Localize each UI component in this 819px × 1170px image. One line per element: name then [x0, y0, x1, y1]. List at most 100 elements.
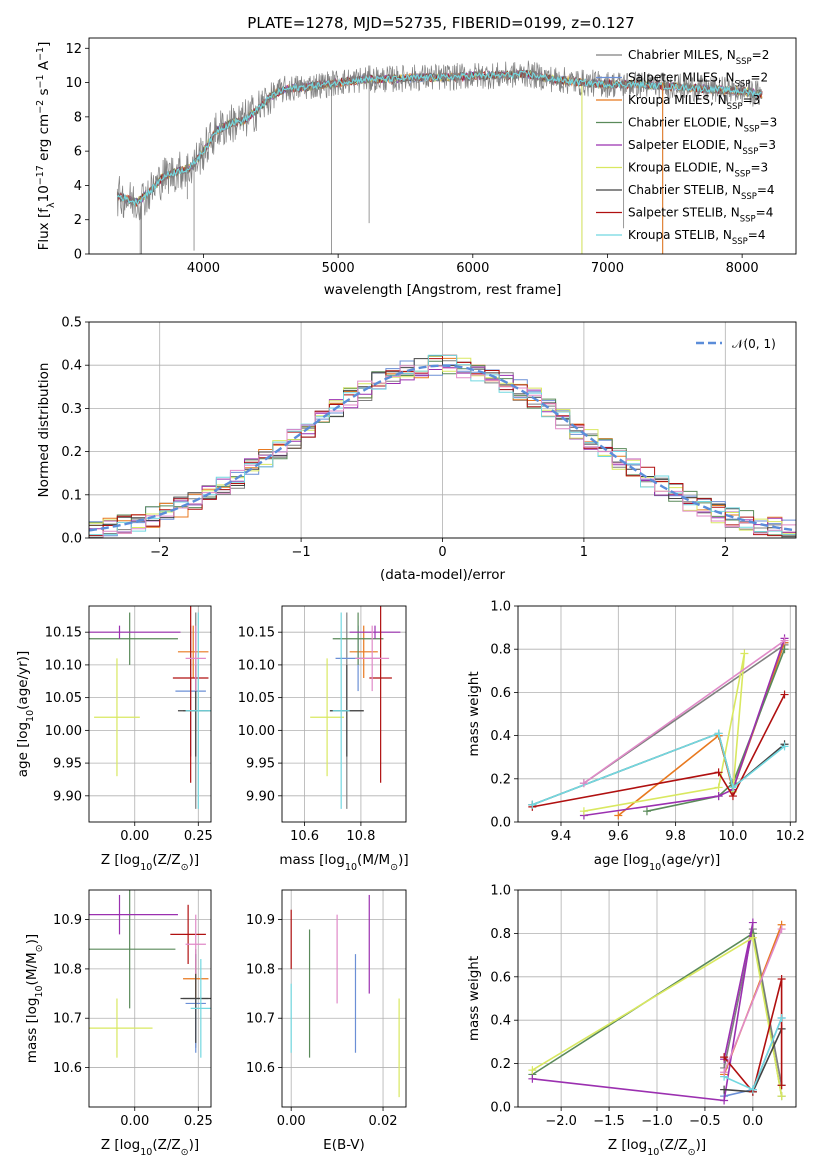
residuals-ytick-label: 0.2 — [61, 445, 82, 460]
residuals-frame — [88, 321, 797, 539]
spectrum-ytick-label: 12 — [65, 42, 82, 57]
mass_vs_ebv-ytick-label: 10.6 — [246, 1061, 275, 1076]
weight_vs_Z-series-pink — [723, 928, 783, 1073]
legend-entry-kroupa_stelib: Kroupa STELIB, NSSP=4 — [628, 228, 766, 247]
weight_vs_Z-marker-kroupa_elodie — [777, 1092, 786, 1101]
mass_vs_ebv-panel: 0.00 0.02 10.6 10.7 10.8 10.9 — [246, 889, 407, 1129]
age_vs_mass-xtick-label: 10.8 — [346, 829, 375, 844]
mass_vs_Z-ytick-label: 10.9 — [53, 913, 82, 928]
spectrum-ytick-label: 6 — [74, 145, 82, 160]
residuals-xtick-label: −2 — [150, 545, 169, 560]
spectrum-xtick-label: 6000 — [456, 261, 489, 276]
weight_vs_age-ytick-label: 0.2 — [490, 772, 511, 787]
mass_vs_Z-ytick-label: 10.6 — [53, 1061, 82, 1076]
weight_vs_Z-marker-salpeter_stelib — [777, 974, 786, 983]
mass_vs_ebv-ytick-label: 10.9 — [246, 913, 275, 928]
weight_vs_age-panel: 9.4 9.6 9.8 10.0 10.2 0.0 0.2 0.4 0.6 0.8 1.0 age [… — [466, 600, 805, 873]
legend-entry-salpeter_stelib: Salpeter STELIB, NSSP=4 — [628, 206, 773, 225]
weight_vs_age-xtick-label: 9.6 — [608, 829, 629, 844]
spectrum-plot-area — [116, 60, 763, 254]
weight_vs_Z-marker-pink — [777, 925, 786, 934]
legend-entry-kroupa_miles: Kroupa MILES, NSSP=3 — [628, 93, 760, 112]
age_vs_Z-ytick-label: 10.05 — [45, 691, 82, 706]
weight_vs_age-series-pink — [583, 639, 785, 784]
weight_vs_Z-xtick-label: −1.0 — [641, 1114, 673, 1129]
age_vs_Z-ytick-label: 10.00 — [45, 724, 82, 739]
spectrum-ytick-label: 2 — [74, 213, 82, 228]
weight_vs_Z-series-salpeter_stelib — [723, 978, 783, 1094]
age_vs_Z-panel: 0.00 0.25 9.90 9.95 10.00 10.05 10.10 10.15 Z [l… — [15, 605, 213, 873]
weight_vs_age-marker-kroupa_miles — [614, 811, 623, 820]
weight_vs_age-xtick-label: 9.4 — [551, 829, 572, 844]
age_vs_Z-ytick-label: 10.10 — [45, 658, 82, 673]
age_vs_mass-xtick-label: 10.6 — [290, 829, 319, 844]
weight_vs_age-ytick-label: 0.6 — [490, 686, 511, 701]
residuals-xlabel: (data-model)/error — [380, 567, 506, 583]
age_vs_Z-plot-area — [89, 606, 211, 809]
residuals-xtick-label: 0 — [438, 545, 446, 560]
weight_vs_Z-ytick-label: 0.8 — [490, 927, 511, 942]
spectrum-panel: 4000 5000 6000 7000 8000 0 2 4 6 8 10 12 Chabrier MI… — [35, 37, 797, 298]
weight_vs_Z-panel: −2.0 −1.5 −1.0 −0.5 0.0 0.0 0.2 0.4 0.6 0.8 1.0 Z [… — [466, 884, 797, 1158]
weight_vs_Z-ylabel: mass weight — [466, 956, 482, 1041]
mass_vs_Z-xtick-label: 0.25 — [184, 1114, 213, 1129]
weight_vs_age-xtick-label: 10.2 — [776, 829, 805, 844]
spectrum-xlabel: wavelength [Angstrom, rest frame] — [324, 282, 562, 298]
weight_vs_age-ylabel: mass weight — [466, 671, 482, 756]
age_vs_Z-xtick-label: 0.25 — [184, 829, 213, 844]
residuals-ytick-label: 0.0 — [61, 532, 82, 547]
age_vs_Z-ytick-label: 9.90 — [53, 789, 82, 804]
weight_vs_Z-ytick-label: 0.0 — [490, 1101, 511, 1116]
weight_vs_Z-marker-kroupa_stelib — [777, 1014, 786, 1023]
spectrum-data-line — [116, 60, 763, 221]
age_vs_mass-ytick-label: 10.10 — [238, 658, 275, 673]
weight_vs_Z-marker-chabrier_stelib — [720, 1085, 729, 1094]
histogram-kroupa_elodie — [89, 355, 796, 535]
age_vs_Z-ytick-label: 10.15 — [45, 626, 82, 641]
histogram-chabrier_stelib — [89, 355, 796, 537]
weight_vs_age-ytick-label: 0.4 — [490, 729, 511, 744]
legend-entry-kroupa_elodie: Kroupa ELODIE, NSSP=3 — [628, 161, 768, 180]
weight_vs_Z-plot-area — [528, 918, 786, 1105]
weight_vs_age-frame — [517, 605, 797, 823]
weight_vs_Z-marker-kroupa_elodie — [748, 933, 757, 942]
weight_vs_age-plot-area — [528, 634, 789, 820]
weight_vs_Z-xtick-label: −1.5 — [593, 1114, 625, 1129]
age_vs_mass-ytick-label: 10.00 — [238, 724, 275, 739]
legend-entry-chabrier_stelib: Chabrier STELIB, NSSP=4 — [628, 183, 775, 202]
spectrum-ytick-label: 4 — [74, 179, 82, 194]
mass_vs_ebv-ytick-label: 10.7 — [246, 1012, 275, 1027]
weight_vs_Z-ytick-label: 0.2 — [490, 1057, 511, 1072]
age_vs_mass-ytick-label: 10.15 — [238, 626, 275, 641]
weight_vs_Z-marker-salpeter_elodie — [528, 1074, 537, 1083]
weight_vs_age-ytick-label: 0.8 — [490, 643, 511, 658]
residuals-xtick-label: 2 — [721, 545, 729, 560]
age_vs_Z-xlabel: Z [log10(Z/Z⊙)] — [101, 852, 199, 873]
weight_vs_age-ytick-label: 1.0 — [490, 600, 511, 615]
mass_vs_Z-ylabel: mass [log10(M/M⊙)] — [24, 934, 45, 1063]
spectrum-ylabel: Flux [fλ10−17 erg cm−2 s−1 A−1] — [35, 42, 57, 251]
figure-title: PLATE=1278, MJD=52735, FIBERID=0199, z=0… — [247, 14, 634, 32]
age_vs_mass-panel: 10.6 10.8 9.90 9.95 10.00 10.05 10.10 10.15 mass… — [238, 605, 409, 873]
legend-entry-salpeter_elodie: Salpeter ELODIE, NSSP=3 — [628, 138, 776, 157]
weight_vs_age-marker-salpeter_stelib — [714, 768, 723, 777]
spectrum-ytick-label: 8 — [74, 110, 82, 125]
mass_vs_ebv-xlabel: E(B-V) — [323, 1137, 365, 1153]
weight_vs_age-marker-kroupa_elodie — [740, 649, 749, 658]
spectrum-xtick-label: 8000 — [726, 261, 759, 276]
weight_vs_age-marker-kroupa_stelib — [780, 742, 789, 751]
weight_vs_age-series-salpeter_elodie — [583, 638, 786, 817]
weight_vs_age-marker-kroupa_elodie — [579, 807, 588, 816]
legend-entry-chabrier_elodie: Chabrier ELODIE, NSSP=3 — [628, 116, 777, 135]
weight_vs_age-xlabel: age [log10(age/yr)] — [594, 852, 720, 873]
weight_vs_Z-marker-kroupa_stelib — [748, 1085, 757, 1094]
weight_vs_age-xtick-label: 9.8 — [665, 829, 686, 844]
weight_vs_age-series-kroupa_stelib — [532, 732, 785, 806]
normal-curve — [89, 364, 796, 532]
age_vs_Z-xtick-label: 0.00 — [120, 829, 149, 844]
age_vs_Z-ytick-label: 9.95 — [53, 757, 82, 772]
mass_vs_ebv-plot-area — [290, 894, 400, 1098]
